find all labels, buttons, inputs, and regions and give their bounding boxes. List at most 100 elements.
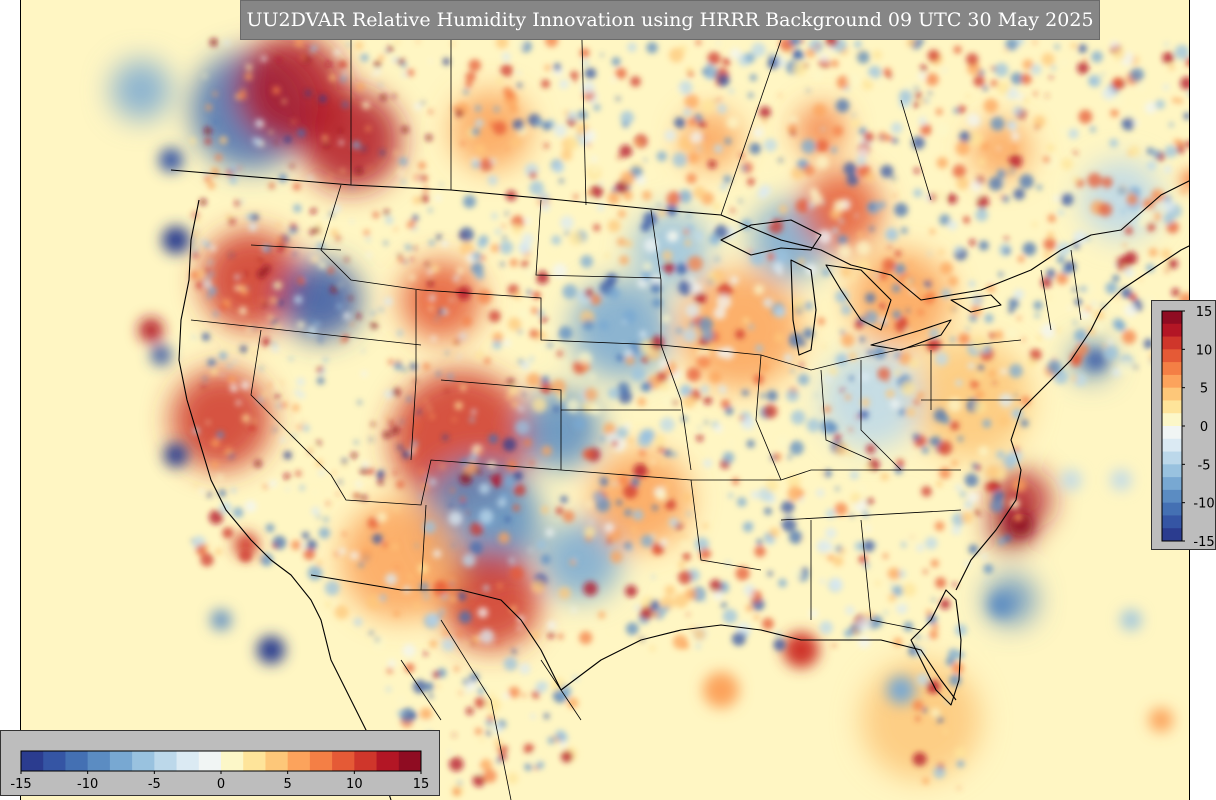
- field-speckle: [356, 82, 365, 91]
- field-speckle: [869, 615, 883, 629]
- field-speckle: [220, 373, 224, 378]
- great-lake-erie: [870, 319, 952, 351]
- field-speckle: [939, 598, 951, 610]
- field-speckle: [960, 511, 974, 524]
- ocean-innovation-spot: [1086, 350, 1106, 370]
- field-speckle: [921, 109, 929, 116]
- field-speckle: [559, 741, 567, 748]
- field-speckle: [536, 540, 547, 550]
- field-speckle: [1112, 274, 1120, 282]
- field-speckle: [325, 601, 332, 608]
- field-speckle: [854, 321, 863, 330]
- field-speckle: [731, 631, 746, 646]
- state-line: [535, 199, 662, 279]
- field-speckle: [531, 580, 545, 593]
- field-speckle: [343, 312, 351, 320]
- field-speckle: [192, 230, 199, 237]
- field-speckle: [290, 223, 296, 229]
- field-speckle: [456, 267, 464, 275]
- field-speckle: [354, 41, 364, 50]
- field-speckle: [812, 71, 823, 82]
- field-speckle: [778, 578, 787, 588]
- field-speckle: [979, 506, 983, 511]
- field-speckle: [663, 262, 675, 274]
- field-speckle: [762, 119, 767, 124]
- field-speckle: [211, 438, 220, 448]
- field-speckle: [318, 231, 322, 235]
- field-speckle: [875, 580, 881, 586]
- field-speckle: [920, 123, 932, 136]
- field-speckle: [788, 332, 803, 348]
- field-speckle: [877, 81, 884, 87]
- colorbar-tick-label: 5: [284, 777, 292, 792]
- field-speckle: [1185, 57, 1189, 67]
- field-speckle: [540, 382, 552, 394]
- field-speckle: [391, 425, 400, 435]
- field-speckle: [1040, 323, 1056, 339]
- field-speckle: [238, 284, 246, 292]
- field-speckle: [1060, 193, 1074, 206]
- field-speckle: [983, 98, 999, 114]
- field-speckle: [293, 204, 302, 213]
- field-speckle: [859, 336, 865, 343]
- field-speckle: [887, 567, 901, 581]
- field-speckle: [274, 141, 278, 145]
- field-speckle: [1059, 126, 1068, 134]
- field-speckle: [591, 166, 599, 174]
- field-speckle: [602, 291, 606, 296]
- field-speckle: [980, 207, 984, 211]
- field-speckle: [535, 681, 548, 693]
- field-speckle: [254, 459, 262, 468]
- field-speckle: [253, 137, 262, 147]
- field-speckle: [799, 363, 804, 367]
- field-speckle: [440, 464, 445, 469]
- field-speckle: [517, 329, 522, 334]
- field-speckle: [1105, 282, 1118, 295]
- mexico-state-line: [440, 619, 512, 800]
- field-speckle: [441, 241, 448, 247]
- us-mexico-border: [310, 574, 562, 691]
- field-speckle: [815, 44, 820, 49]
- field-speckle: [366, 237, 371, 242]
- field-speckle: [931, 598, 936, 602]
- field-speckle: [224, 447, 234, 457]
- field-speckle: [1070, 42, 1077, 49]
- field-speckle: [646, 42, 658, 54]
- field-speckle: [627, 437, 635, 444]
- field-speckle: [383, 209, 390, 216]
- field-speckle: [265, 523, 275, 533]
- field-speckle: [675, 327, 683, 335]
- field-speckle: [1146, 263, 1155, 273]
- field-speckle: [634, 604, 640, 611]
- field-speckle: [388, 419, 394, 425]
- field-speckle: [272, 341, 277, 346]
- field-speckle: [786, 474, 802, 489]
- field-speckle: [939, 467, 951, 480]
- field-speckle: [666, 191, 681, 206]
- field-speckle: [559, 79, 569, 89]
- field-speckle: [429, 59, 433, 63]
- field-speckle: [912, 700, 924, 711]
- field-speckle: [583, 129, 597, 143]
- field-speckle: [301, 531, 310, 540]
- field-speckle: [886, 73, 892, 79]
- field-speckle: [977, 364, 984, 372]
- field-speckle: [1129, 67, 1145, 82]
- colorbar-swatch: [1162, 349, 1182, 363]
- field-speckle: [426, 269, 433, 276]
- field-speckle: [674, 117, 686, 129]
- field-speckle: [1168, 64, 1175, 71]
- field-speckle: [331, 600, 338, 607]
- field-speckle: [216, 431, 224, 439]
- field-speckle: [529, 171, 537, 179]
- field-speckle: [683, 229, 690, 235]
- field-speckle: [959, 490, 967, 498]
- field-speckle: [637, 397, 647, 407]
- field-speckle: [892, 310, 901, 319]
- field-speckle: [699, 548, 712, 560]
- field-speckle: [360, 467, 368, 475]
- field-speckle: [292, 182, 301, 191]
- field-speckle: [894, 263, 906, 275]
- field-speckle: [327, 266, 335, 274]
